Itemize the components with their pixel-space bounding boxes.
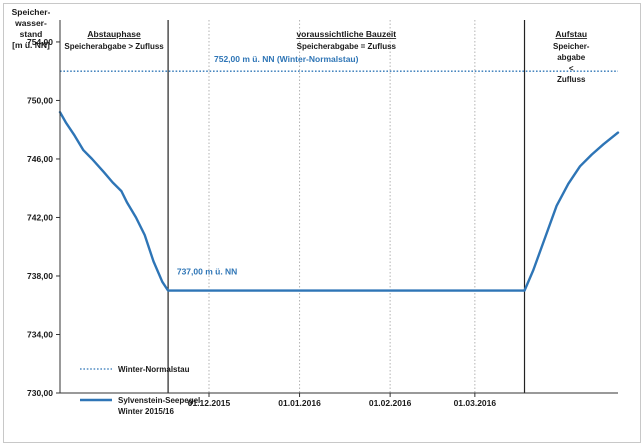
series-line xyxy=(58,110,620,292)
x-tick-label: 01.03.2016 xyxy=(454,398,497,408)
legend-label: Sylvenstein-Seepegel xyxy=(118,396,200,405)
phase-description: Zufluss xyxy=(557,75,586,84)
phase-boundaries xyxy=(167,20,526,393)
axes: 730,00 734,00 738,00 742,00 746,00 750,00 754,… xyxy=(27,20,618,408)
y-tick-label: 730,00 xyxy=(27,388,53,398)
phase-headers: Abstauphase Speicherabgabe > Zufluss vorau… xyxy=(64,29,589,84)
x-tick-label: 01.02.2016 xyxy=(369,398,412,408)
series-group xyxy=(58,110,620,292)
y-axis-title-line: stand xyxy=(20,29,43,39)
legend-label: Winter-Normalstau xyxy=(118,365,190,374)
y-axis-title-line: [m ü. NN] xyxy=(12,40,50,50)
x-tick-label: 01.01.2016 xyxy=(278,398,321,408)
phase-title: Abstauphase xyxy=(87,29,141,39)
phase-title: voraussichtliche Bauzeit xyxy=(296,29,396,39)
legend-label: Winter 2015/16 xyxy=(118,407,175,416)
reference-line-group: 752,00 m ü. NN (Winter-Normalstau) xyxy=(60,54,618,72)
y-tick-label: 734,00 xyxy=(27,329,53,339)
phase-description: Speicher- xyxy=(553,42,590,51)
phase-description: Speicherabgabe > Zufluss xyxy=(64,42,164,51)
annotation-label: 737,00 m ü. NN xyxy=(177,267,237,277)
phase-description: abgabe xyxy=(557,53,586,62)
y-axis-title-line: wasser- xyxy=(14,18,47,28)
vertical-gridlines xyxy=(208,20,476,393)
y-tick-label: 754,00 xyxy=(27,37,53,47)
annotations: 737,00 m ü. NN xyxy=(177,267,237,277)
legend: Winter-Normalstau Sylvenstein-Seepegel Win… xyxy=(80,365,200,416)
y-axis-title: Speicher-wasser-stand[m ü. NN] xyxy=(12,7,51,50)
phase-title: Aufstau xyxy=(555,29,587,39)
y-tick-label: 750,00 xyxy=(27,95,53,105)
phase-description: Speicherabgabe = Zufluss xyxy=(297,42,397,51)
y-tick-label: 738,00 xyxy=(27,271,53,281)
reference-line-label: 752,00 m ü. NN (Winter-Normalstau) xyxy=(214,54,359,64)
y-tick-label: 742,00 xyxy=(27,212,53,222)
y-axis-title-line: Speicher- xyxy=(12,7,51,17)
phase-description: < xyxy=(569,64,574,73)
x-tick-label: 01.12.2015 xyxy=(188,398,231,408)
y-tick-label: 746,00 xyxy=(27,154,53,164)
chart-outer-border xyxy=(3,3,641,443)
